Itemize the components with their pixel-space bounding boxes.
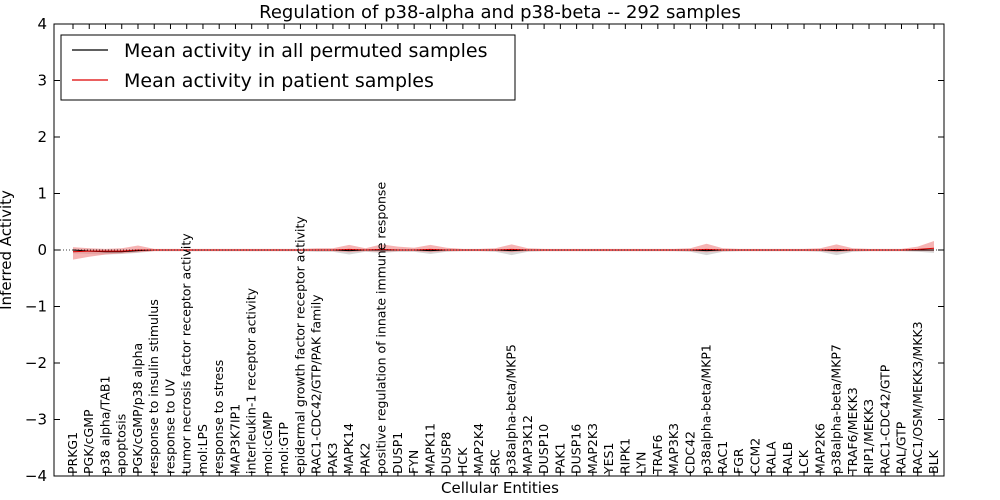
x-tick-label: TRAF6 — [650, 434, 665, 475]
x-tick-label: HCK — [455, 447, 470, 474]
x-tick-label: p38alpha-beta/MKP1 — [699, 344, 714, 474]
x-tick-label: DUSP8 — [439, 432, 454, 474]
y-tick-label: −2 — [25, 354, 47, 372]
x-tick-label: RIP1/MEKK3 — [861, 399, 876, 474]
x-tick-label: RAC1-CDC42/GTP/PAK family — [309, 294, 324, 474]
x-tick-label: PAK3 — [325, 443, 340, 474]
x-tick-label: TRAF6/MEKK3 — [845, 387, 860, 475]
y-tick-label: 1 — [37, 185, 47, 203]
x-tick-label: PGK/cGMP — [81, 409, 96, 474]
x-tick-label: MAP3K12 — [520, 415, 535, 474]
x-tick-label: MAPK11 — [422, 423, 437, 474]
x-tick-label: response to insulin stimulus — [146, 299, 161, 474]
legend-frame — [60, 34, 516, 101]
x-tick-label: CCM2 — [747, 438, 762, 474]
y-tick-label: −1 — [25, 298, 47, 316]
x-tick-label: tumor necrosis factor receptor activity — [179, 233, 194, 474]
x-tick-label: response to UV — [162, 379, 177, 474]
x-tick-label: DUSP1 — [390, 432, 405, 474]
plot-area — [54, 240, 944, 260]
x-tick-label: FGR — [731, 448, 746, 474]
x-tick-label: RAC1 — [715, 441, 730, 474]
y-tick-label: −4 — [25, 467, 47, 485]
legend: Mean activity in all permuted samples Me… — [60, 34, 516, 101]
x-tick-label: CDC42 — [682, 431, 697, 474]
x-tick-label: SRC — [487, 449, 502, 474]
y-tick-label: 3 — [37, 72, 47, 90]
x-tick-label: BLK — [926, 449, 941, 474]
chart-title: Regulation of p38-alpha and p38-beta -- … — [259, 2, 741, 23]
x-tick-label: epidermal growth factor receptor activit… — [292, 216, 307, 474]
x-tick-label: interleukin-1 receptor activity — [244, 287, 259, 474]
x-tick-label: MAP3K3 — [666, 423, 681, 474]
y-tick-label: 4 — [37, 15, 47, 33]
x-tick-label: YES1 — [601, 443, 616, 475]
y-tick-label: 0 — [37, 241, 47, 259]
y-tick-label: −3 — [25, 411, 47, 429]
x-tick-label: LCK — [796, 449, 811, 474]
x-tick-label: MAP2K4 — [471, 423, 486, 474]
x-tick-label: RIPK1 — [617, 438, 632, 474]
x-tick-label: mol:LPS — [195, 424, 210, 474]
x-tick-label: mol:cGMP — [260, 411, 275, 474]
x-axis-label: Cellular Entities — [441, 479, 559, 497]
x-tick-label: RALA — [764, 441, 779, 474]
x-tick-label: DUSP10 — [536, 424, 551, 474]
x-tick-label: MAP2K6 — [812, 423, 827, 474]
x-tick-label: PAK2 — [357, 443, 372, 474]
x-tick-label: MAP2K3 — [585, 423, 600, 474]
x-tick-label: p38 alpha/TAB1 — [97, 376, 112, 474]
x-tick-label: MAP3K7IP1 — [227, 404, 242, 474]
x-tick-label: PRKG1 — [65, 432, 80, 474]
x-tick-label: PGK/cGMP/p38 alpha — [130, 343, 145, 474]
x-tick-label: RAC1/OSM/MEKK3/MKK3 — [910, 321, 925, 474]
x-tick-label: LYN — [634, 452, 649, 474]
x-tick-label: RALB — [780, 442, 795, 474]
x-tick-label: positive regulation of innate immune res… — [374, 182, 389, 474]
x-tick-label: p38alpha-beta/MKP7 — [829, 344, 844, 474]
y-tick-label: 2 — [37, 128, 47, 146]
x-tick-label: MAPK14 — [341, 423, 356, 474]
x-tick-label: RAC1-CDC42/GTP — [877, 364, 892, 474]
x-tick-label: PAK1 — [552, 443, 567, 474]
axis-ticks: −4 −3 −2 −1 0 1 2 3 4 PRKG1 PGK/cGMP p38 alpha/TAB1… — [25, 15, 944, 485]
x-tick-label: response to stress — [211, 360, 226, 474]
legend-label-permuted: Mean activity in all permuted samples — [124, 40, 487, 62]
x-tick-label: DUSP16 — [569, 424, 584, 474]
x-tick-label: apoptosis — [114, 414, 129, 474]
x-tick-label: RAL/GTP — [894, 421, 909, 474]
y-axis-label: Inferred Activity — [0, 190, 15, 310]
legend-label-patient: Mean activity in patient samples — [124, 70, 434, 92]
x-tick-label: p38alpha-beta/MKP5 — [504, 344, 519, 474]
x-tick-label: mol:GTP — [276, 422, 291, 474]
x-tick-label: FYN — [406, 450, 421, 474]
